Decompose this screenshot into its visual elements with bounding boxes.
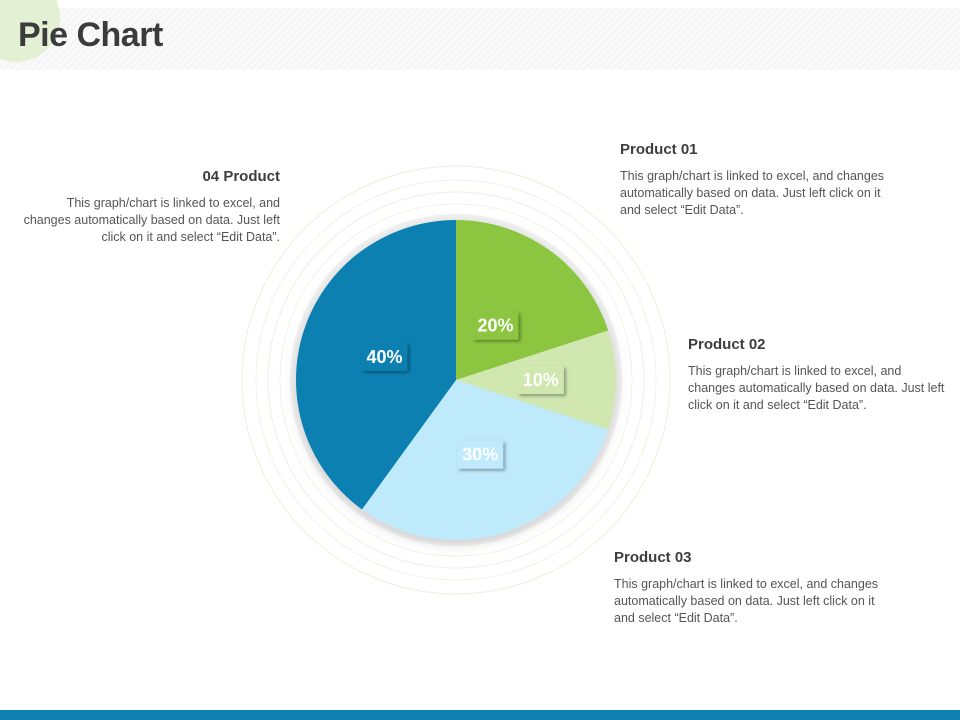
pie-data-label: 40% [361,342,408,371]
decorative-ring [267,191,645,569]
pie-data-label-text: 10% [523,370,559,390]
callout-heading: 04 Product [202,168,280,185]
pie-data-label-box [457,440,504,469]
decorative-ring [255,179,657,581]
callout-body: This graph/chart is linked to excel, and… [688,364,945,412]
callout-heading: Product 01 [620,141,698,158]
callout-heading: Product 02 [688,336,766,353]
pie-data-label-box [472,311,519,340]
decorative-rings [241,165,671,595]
pie-data-label-box [517,366,564,394]
pie-slices [295,220,617,541]
header-band [0,8,960,70]
callout-product-01: Product 01 This graph/chart is linked to… [620,141,920,219]
callout-body: This graph/chart is linked to excel, and… [620,169,885,217]
pie-data-label-text: 20% [477,316,513,336]
pie-data-label-box [361,342,408,371]
page-title: Pie Chart [18,16,163,54]
callout-product-03: Product 03 This graph/chart is linked to… [614,549,914,627]
decorative-ring [241,165,671,595]
callout-product-04: 04 Product This graph/chart is linked to… [18,168,280,246]
pie-data-label: 20% [472,311,519,340]
callout-heading: Product 03 [614,549,692,566]
pie-data-label-text: 30% [462,445,498,465]
decorative-ring [279,203,633,557]
pie-data-label: 30% [457,440,504,469]
footer-bar [0,710,960,720]
pie-slice-product-01[interactable] [456,220,609,380]
callout-body: This graph/chart is linked to excel, and… [614,577,879,625]
pie-data-labels: 20% 10% 30% 40% [361,311,564,469]
pie-data-label-text: 40% [366,347,402,367]
callout-product-02: Product 02 This graph/chart is linked to… [688,336,960,414]
pie-data-label: 10% [517,366,564,394]
callout-body: This graph/chart is linked to excel, and… [23,196,280,244]
